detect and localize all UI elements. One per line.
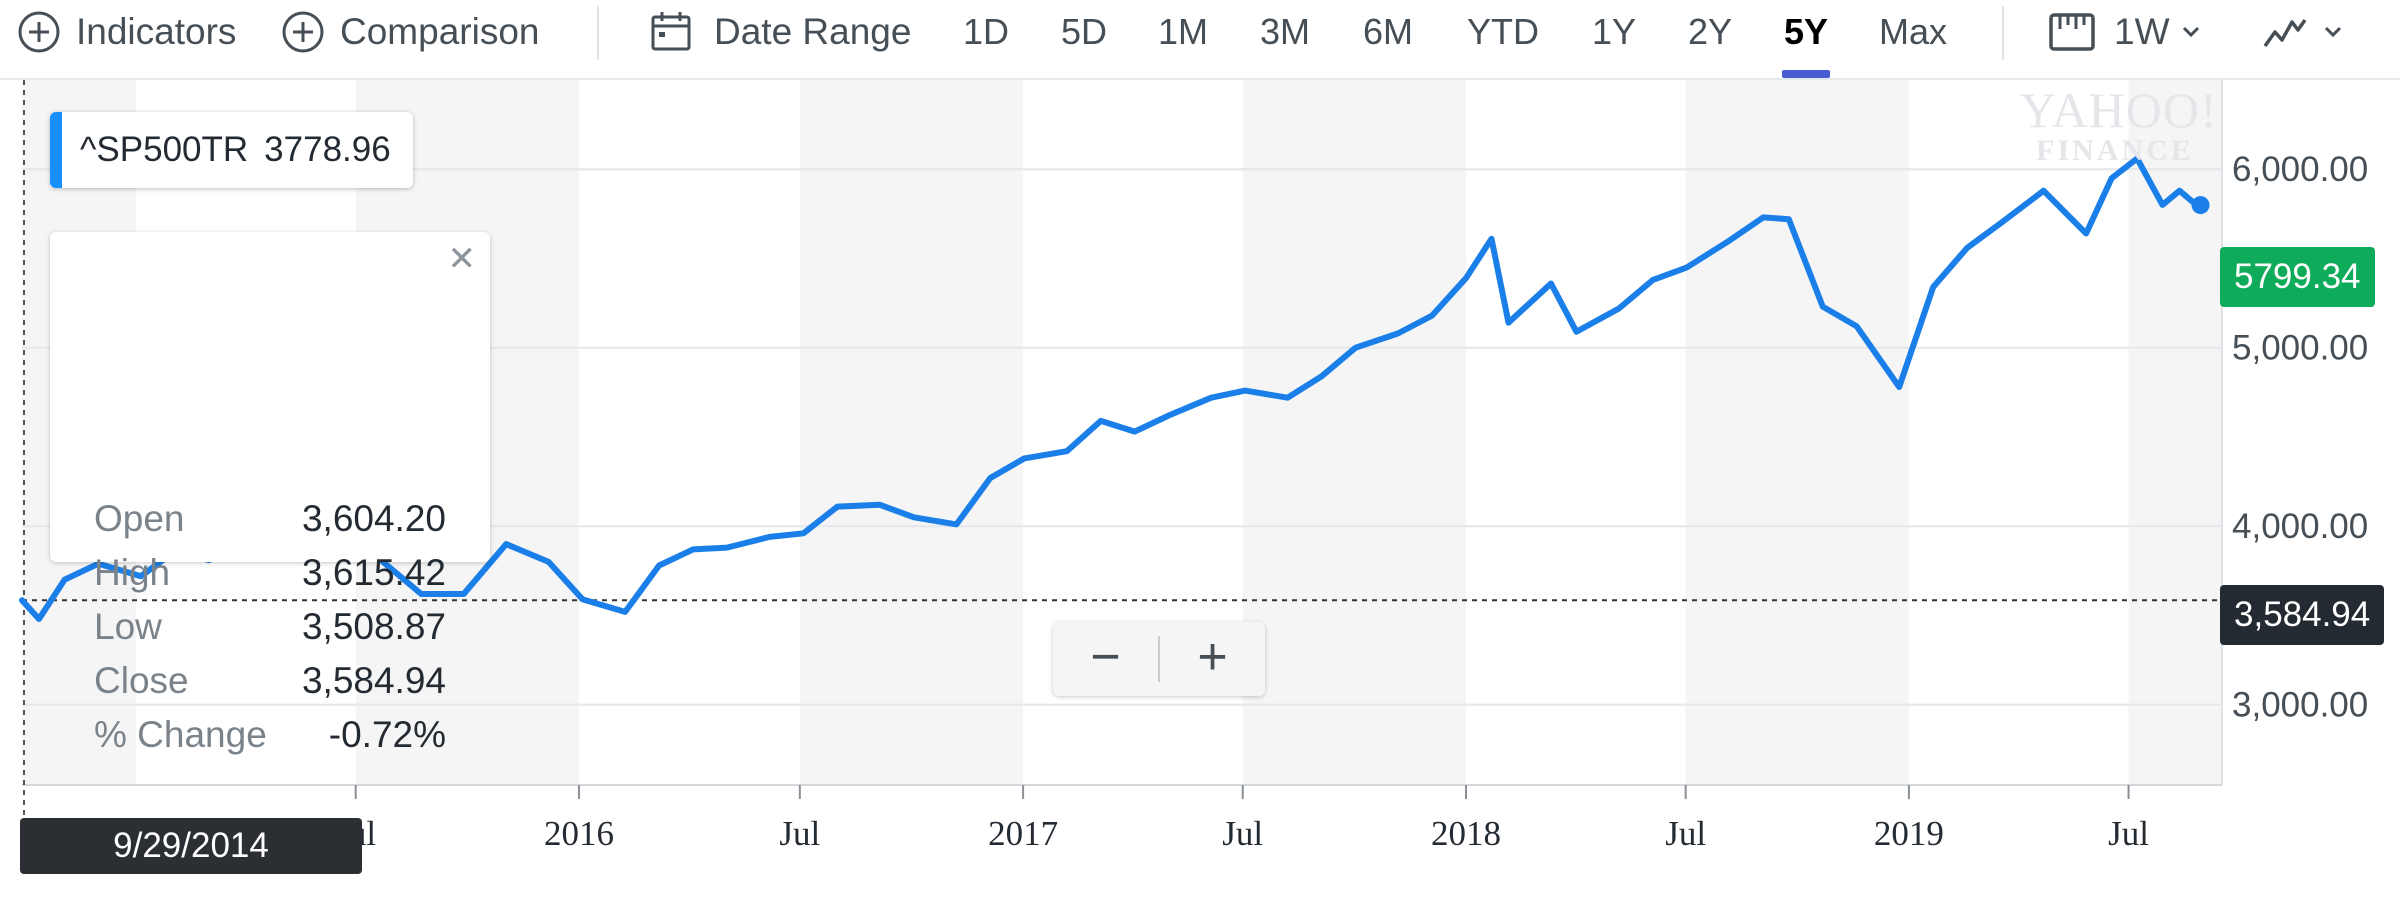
x-tick-label: Jul — [1222, 814, 1263, 853]
interval-label: 1W — [2114, 11, 2170, 52]
close-icon[interactable]: ✕ — [447, 240, 477, 278]
ohlc-label: % Change — [94, 714, 267, 755]
x-tick-label: 2019 — [1874, 814, 1944, 853]
calendar-icon — [648, 9, 694, 55]
crosshair-price-tag: 3,584.94 — [2220, 585, 2385, 645]
series-color-swatch — [50, 112, 62, 188]
ohlc-value: 3,604.20 — [301, 498, 446, 539]
shaded-band — [1685, 80, 1909, 785]
indicators-label: Indicators — [76, 11, 237, 52]
indicators-button[interactable]: Indicators — [16, 0, 236, 64]
ohlc-row-close: Close 3,584.94 — [94, 654, 446, 708]
comparison-button[interactable]: Comparison — [280, 0, 539, 64]
y-tick-label: 4,000.00 — [2232, 507, 2368, 546]
range-2y[interactable]: 2Y — [1687, 11, 1733, 52]
chevron-down-icon — [2180, 21, 2202, 43]
ohlc-value: -0.72% — [328, 714, 446, 755]
interval-selector[interactable]: 1W — [2048, 0, 2202, 64]
x-tick-label: 2018 — [1431, 814, 1501, 853]
crosshair-date-tag: 9/29/2014 — [20, 818, 362, 874]
watermark-line1: YAHOO! — [2020, 82, 2218, 138]
zoom-in-button[interactable]: + — [1197, 628, 1228, 686]
x-tick-label: Jul — [1665, 814, 1706, 853]
active-range-indicator — [1782, 70, 1830, 78]
ohlc-value: 3,615.42 — [301, 552, 446, 593]
plus-circle-icon — [16, 9, 62, 55]
range-5y[interactable]: 5Y — [1783, 11, 1829, 52]
ohlc-value: 3,584.94 — [301, 660, 446, 701]
ticker-price: 3778.96 — [264, 130, 391, 169]
ohlc-tooltip: ✕ Open 3,604.20 High 3,615.42 Low 3,508.… — [50, 232, 490, 755]
range-1m[interactable]: 1M — [1157, 11, 1208, 52]
shaded-band — [1242, 80, 1467, 785]
line-chart-icon — [2262, 12, 2308, 52]
shaded-band — [799, 80, 1024, 785]
date-range-button[interactable]: Date Range — [648, 0, 911, 64]
y-tick-label: 3,000.00 — [2232, 686, 2368, 725]
chevron-down-icon — [2322, 21, 2344, 43]
ohlc-row-open: Open 3,604.20 — [94, 492, 446, 546]
x-tick-label: 2016 — [544, 814, 614, 853]
range-ytd[interactable]: YTD — [1467, 11, 1539, 52]
yahoo-finance-watermark: YAHOO! FINANCE — [2020, 82, 2218, 167]
date-range-label: Date Range — [714, 11, 912, 52]
range-1d[interactable]: 1D — [962, 11, 1010, 52]
zoom-control: − + — [1053, 622, 1265, 696]
ohlc-label: High — [94, 552, 171, 593]
y-axis-tick-labels: 3,000.00 4,000.00 5,000.00 6,000.00 — [2232, 150, 2368, 724]
zoom-out-button[interactable]: − — [1090, 628, 1121, 686]
toolbar-divider — [597, 6, 599, 60]
x-tick-label: Jul — [779, 814, 820, 853]
last-price-tag: 5799.34 — [2220, 247, 2375, 307]
watermark-line2: FINANCE — [2036, 134, 2194, 167]
x-tick-label: Jul — [2108, 814, 2149, 853]
toolbar-divider — [2002, 6, 2004, 60]
chart-toolbar: Indicators Comparison Date Range 1D 5D 1… — [0, 0, 2400, 80]
last-price-dot — [2191, 196, 2210, 215]
ticker-symbol: ^SP500TR — [80, 130, 249, 169]
range-1y[interactable]: 1Y — [1591, 11, 1637, 52]
range-5d[interactable]: 5D — [1060, 11, 1108, 52]
ohlc-row-change: % Change -0.72% — [94, 708, 446, 762]
alternating-month-bands — [22, 80, 2222, 785]
ohlc-row-low: Low 3,508.87 — [94, 600, 446, 654]
range-max[interactable]: Max — [1878, 11, 1947, 52]
ohlc-row-high: High 3,615.42 — [94, 546, 446, 600]
ohlc-label: Low — [94, 606, 162, 647]
chart-type-selector[interactable] — [2262, 0, 2344, 64]
ohlc-value: 3,508.87 — [301, 606, 446, 647]
shaded-band — [2128, 80, 2222, 785]
plus-circle-icon — [280, 9, 326, 55]
toolbar-bottom-border — [0, 78, 2400, 80]
comparison-label: Comparison — [340, 11, 540, 52]
ohlc-label: Open — [94, 498, 185, 539]
range-6m[interactable]: 6M — [1362, 11, 1413, 52]
ohlc-label: Close — [94, 660, 189, 701]
x-tick-label: 2017 — [988, 814, 1058, 853]
y-tick-label: 6,000.00 — [2232, 150, 2368, 189]
x-axis-ticks: Jul2016Jul2017Jul2018Jul2019Jul — [335, 785, 2149, 853]
range-3m[interactable]: 3M — [1259, 11, 1310, 52]
symbol-legend[interactable]: ^SP500TR 3778.96 — [50, 112, 413, 188]
zoom-divider — [1158, 636, 1160, 682]
y-tick-label: 5,000.00 — [2232, 329, 2368, 368]
ruler-icon — [2048, 9, 2096, 55]
